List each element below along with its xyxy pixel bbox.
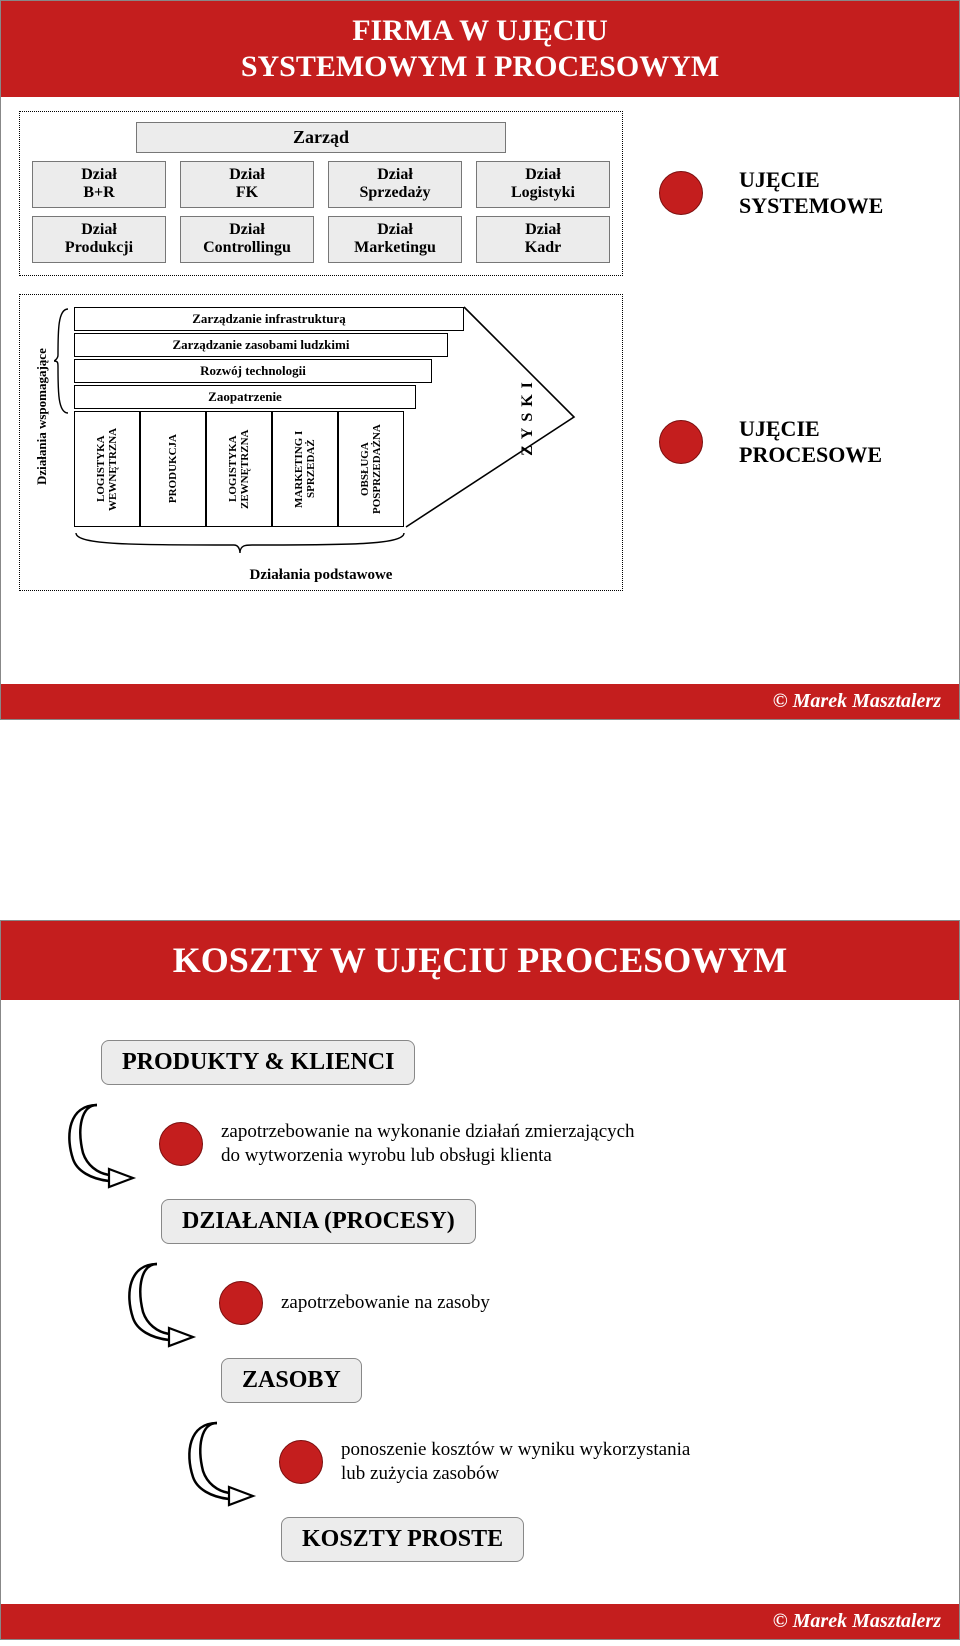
vc-support-row: Zaopatrzenie (74, 385, 416, 409)
org-cell: DziałFK (180, 161, 314, 208)
text-zapotrzebowanie-dzialania: zapotrzebowanie na wykonanie działań zmi… (221, 1120, 635, 1169)
vc-primary-col: MARKETING I SPRZEDAŻ (272, 411, 338, 527)
org-cell: DziałB+R (32, 161, 166, 208)
vc-primary-col: PRODUKCJA (140, 411, 206, 527)
org-top-box: Zarząd (136, 122, 506, 153)
legend-dot-icon (659, 420, 703, 464)
text-ponoszenie-kosztow: ponoszenie kosztów w wyniku wykorzystani… (341, 1438, 690, 1487)
box-koszty-proste: KOSZTY PROSTE (281, 1517, 524, 1562)
bullet-dot-icon (219, 1281, 263, 1325)
value-chain-frame: Działania wspomagające Zarządzanie infra… (19, 294, 623, 591)
vc-support-row: Zarządzanie zasobami ludzkimi (74, 333, 448, 357)
org-chart-frame: Zarząd DziałB+R DziałFK DziałSprzedaży D… (19, 111, 623, 276)
org-cell: DziałSprzedaży (328, 161, 462, 208)
slide1-title-line2: SYSTEMOWYM I PROCESOWYM (241, 50, 719, 83)
org-cell: DziałMarketingu (328, 216, 462, 263)
bullet-dot-icon (159, 1122, 203, 1166)
curved-arrow-icon (61, 1099, 141, 1189)
slide-systemowe-procesowe: FIRMA W UJĘCIU SYSTEMOWYM I PROCESOWYM Z… (0, 0, 960, 720)
approach-systemowe-label: UJĘCIE SYSTEMOWE (739, 167, 883, 220)
vc-primary-bottom-label: Działania podstawowe (34, 567, 608, 584)
vc-primary-col: OBSŁUGA POSPRZEDAŻNA (338, 411, 404, 527)
org-cell: DziałProdukcji (32, 216, 166, 263)
box-dzialania-procesy: DZIAŁANIA (PROCESY) (161, 1199, 476, 1244)
vc-primary-col: LOGISTYKA WEWNĘTRZNA (74, 411, 140, 527)
value-chain-arrowhead-icon (404, 305, 594, 531)
slide1-title-line1: FIRMA W UJĘCIU (352, 14, 608, 47)
slide2-title: KOSZTY W UJĘCIU PROCESOWYM (1, 921, 959, 1000)
curved-arrow-icon (181, 1417, 261, 1507)
vc-support-row: Rozwój technologii (74, 359, 432, 383)
brace-bottom-icon (74, 531, 406, 555)
box-produkty-klienci: PRODUKTY & KLIENCI (101, 1040, 415, 1085)
bullet-dot-icon (279, 1440, 323, 1484)
org-cell: DziałLogistyki (476, 161, 610, 208)
slide1-title: FIRMA W UJĘCIU SYSTEMOWYM I PROCESOWYM (1, 1, 959, 97)
curved-arrow-icon (121, 1258, 201, 1348)
org-cell: DziałKadr (476, 216, 610, 263)
vc-profit-label: ZYSKI (519, 376, 537, 456)
org-row-1: DziałB+R DziałFK DziałSprzedaży DziałLog… (32, 161, 610, 208)
approach-procesowe-label: UJĘCIE PROCESOWE (739, 416, 882, 469)
legend-dot-icon (659, 171, 703, 215)
vc-support-side-label: Działania wspomagające (34, 307, 50, 527)
slide2-footer: © Marek Masztalerz (1, 1604, 959, 1639)
org-cell: DziałControllingu (180, 216, 314, 263)
text-zapotrzebowanie-zasoby: zapotrzebowanie na zasoby (281, 1291, 490, 1316)
slide-koszty-procesowe: KOSZTY W UJĘCIU PROCESOWYM PRODUKTY & KL… (0, 920, 960, 1640)
vc-primary-col: LOGISTYKA ZEWNĘTRZNA (206, 411, 272, 527)
box-zasoby: ZASOBY (221, 1358, 362, 1403)
org-row-2: DziałProdukcji DziałControllingu DziałMa… (32, 216, 610, 263)
slide1-footer: © Marek Masztalerz (1, 684, 959, 719)
